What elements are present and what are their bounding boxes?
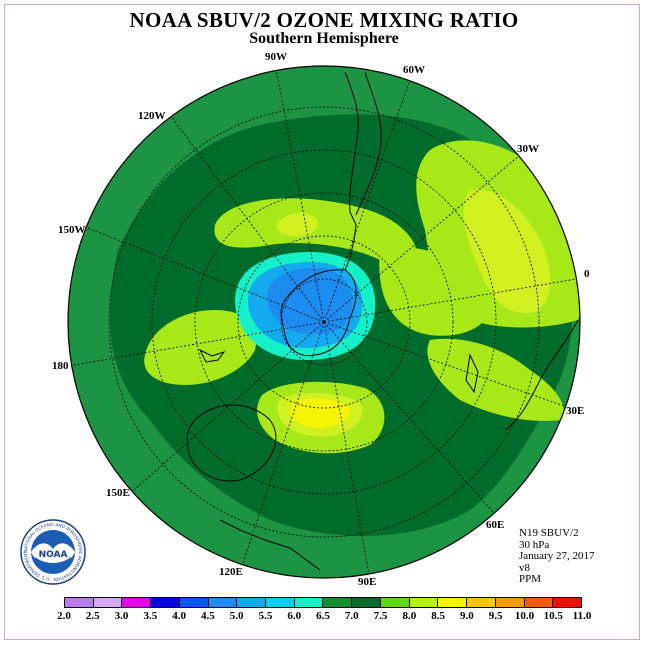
coast-africa	[504, 319, 579, 431]
info-pressure-level: 30 hPa	[519, 538, 550, 551]
lon-label-120e: 120E	[219, 566, 243, 578]
noaa-logo-text: NOAA	[39, 550, 68, 560]
colorbar-tick-label: 9.5	[488, 610, 503, 622]
colorbar-swatch-7	[266, 598, 295, 607]
colorbar-swatch-3	[151, 598, 180, 607]
colorbar-tick-label: 8.5	[431, 610, 445, 622]
contour-yellowgreen-ne	[463, 189, 551, 314]
colorbar-tick-label: 6.0	[287, 610, 302, 622]
coast-south-america-east	[355, 71, 382, 216]
map-subtitle: Southern Hemisphere	[249, 30, 399, 47]
lon-label-180: 180	[52, 360, 69, 372]
colorbar-swatch-12	[409, 598, 439, 607]
lon-label-150w: 150W	[58, 224, 86, 236]
info-satellite: N19 SBUV/2	[519, 527, 579, 539]
noaa-logo-bird-icon	[31, 543, 75, 565]
noaa-logo: NATIONAL OCEANIC AND ATMOSPHERIC ADMINIS…	[20, 519, 86, 585]
lon-label-60e: 60E	[486, 519, 505, 531]
lon-label-0: 0	[584, 268, 590, 280]
colorbar-tick-label: 5.0	[229, 610, 244, 622]
info-version: v8	[519, 561, 530, 574]
colorbar-tick-label: 3.0	[114, 610, 129, 622]
info-units: PPM	[519, 573, 542, 586]
colorbar-swatch-10	[352, 598, 381, 607]
colorbar-tick-label: 2.0	[57, 610, 71, 622]
colorbar-swatch-8	[294, 598, 324, 607]
colorbar-swatch-16	[524, 598, 554, 607]
colorbar-tick-label: 8.0	[402, 610, 417, 622]
coast-antarctica	[280, 269, 357, 357]
graticule	[68, 67, 580, 578]
colorbar-tick-label: 3.5	[143, 610, 158, 622]
colorbar-tick-label: 10.5	[543, 610, 563, 622]
colorbar-swatch-11	[380, 598, 410, 607]
contour-blue-center	[266, 267, 353, 335]
lon-label-90w: 90W	[265, 51, 287, 63]
contour-lime-w	[144, 310, 257, 385]
lon-label-120w: 120W	[138, 110, 166, 122]
colorbar-swatch-9	[323, 598, 353, 607]
lon-label-90e: 90E	[358, 576, 377, 588]
coast-indonesia	[219, 519, 321, 571]
colorbar-tick-label: 11.0	[572, 610, 592, 622]
colorbar-tick-label: 4.5	[201, 610, 215, 622]
colorbar-swatch-5	[208, 598, 238, 607]
contour-lime-n	[214, 198, 416, 265]
colorbar-tick-label: 6.5	[316, 610, 330, 622]
coast-new-zealand	[198, 348, 226, 363]
colorbar-swatch-6	[237, 598, 267, 607]
coast-south-america	[344, 71, 359, 213]
contour-lime-e	[379, 247, 492, 336]
map-title: NOAA SBUV/2 OZONE MIXING RATIO	[129, 8, 519, 32]
figure-frame	[4, 4, 640, 640]
info-date: January 27, 2017	[519, 550, 595, 563]
colorbar-swatch-1	[93, 598, 123, 607]
colorbar-tick-label: 9.0	[460, 610, 474, 622]
colorbar-tick-label: 5.5	[258, 610, 273, 622]
coastlines	[186, 71, 579, 571]
colorbar-swatch-0	[65, 598, 94, 607]
colorbar-swatch-13	[438, 598, 468, 607]
contour-yellowgreen-n	[275, 212, 319, 237]
coast-madagascar	[465, 353, 479, 394]
colorbar-tick-label: 7.0	[344, 610, 359, 622]
colorbar-swatch-17	[553, 598, 581, 607]
coast-antarctic-peninsula	[344, 211, 357, 271]
map-outline	[67, 65, 581, 579]
colorbar-swatch-2	[122, 598, 152, 607]
coast-australia	[186, 404, 277, 482]
colorbar-tick-label: 7.5	[373, 610, 388, 622]
colorbar-tick-label: 10.0	[514, 610, 535, 622]
colorbar-tick-label: 4.0	[172, 610, 186, 622]
lon-label-150e: 150E	[106, 487, 130, 499]
colorbar-swatch-4	[179, 598, 209, 607]
colorbar	[64, 597, 582, 608]
product-info: N19 SBUV/2 30 hPa January 27, 2017 v8 PP…	[519, 527, 595, 586]
lon-label-60w: 60W	[403, 64, 425, 76]
contour-yellow-s	[289, 398, 351, 428]
colorbar-tick-label: 2.5	[85, 610, 100, 622]
lon-label-30e: 30E	[566, 405, 585, 417]
colorbar-swatch-14	[467, 598, 496, 607]
colorbar-swatch-15	[495, 598, 525, 607]
lon-label-30w: 30W	[517, 143, 539, 155]
